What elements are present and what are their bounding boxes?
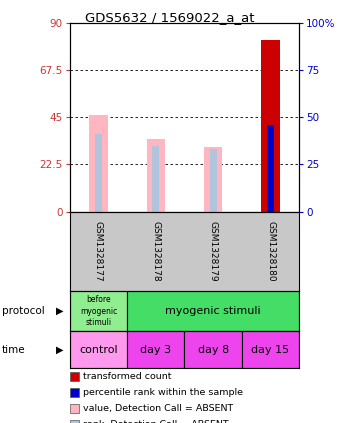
Text: day 3: day 3 xyxy=(140,345,171,354)
Bar xyxy=(204,147,222,212)
Text: value, Detection Call = ABSENT: value, Detection Call = ABSENT xyxy=(83,404,233,413)
Bar xyxy=(89,115,107,212)
Text: GSM1328180: GSM1328180 xyxy=(266,221,275,281)
Bar xyxy=(152,146,159,212)
Text: day 15: day 15 xyxy=(252,345,290,354)
Bar xyxy=(127,291,299,331)
Bar xyxy=(127,331,184,368)
Text: control: control xyxy=(79,345,118,354)
Text: protocol: protocol xyxy=(2,306,45,316)
Text: time: time xyxy=(2,345,25,354)
Text: ▶: ▶ xyxy=(56,306,63,316)
Text: transformed count: transformed count xyxy=(83,372,171,381)
Bar xyxy=(267,125,274,212)
Text: before
myogenic
stimuli: before myogenic stimuli xyxy=(80,295,117,327)
Text: GSM1328177: GSM1328177 xyxy=(94,221,103,281)
Text: percentile rank within the sample: percentile rank within the sample xyxy=(83,388,243,397)
Text: ▶: ▶ xyxy=(56,345,63,354)
Bar xyxy=(242,331,299,368)
Bar xyxy=(261,40,280,212)
Text: myogenic stimuli: myogenic stimuli xyxy=(165,306,261,316)
Bar xyxy=(95,135,102,212)
Text: GSM1328178: GSM1328178 xyxy=(151,221,160,281)
Bar xyxy=(70,331,127,368)
Text: GSM1328179: GSM1328179 xyxy=(209,221,218,281)
Bar xyxy=(210,149,217,212)
Text: day 8: day 8 xyxy=(198,345,229,354)
Bar xyxy=(147,140,165,212)
Text: GDS5632 / 1569022_a_at: GDS5632 / 1569022_a_at xyxy=(85,11,255,25)
Bar xyxy=(184,331,242,368)
Text: rank, Detection Call = ABSENT: rank, Detection Call = ABSENT xyxy=(83,420,228,423)
Bar xyxy=(70,291,127,331)
